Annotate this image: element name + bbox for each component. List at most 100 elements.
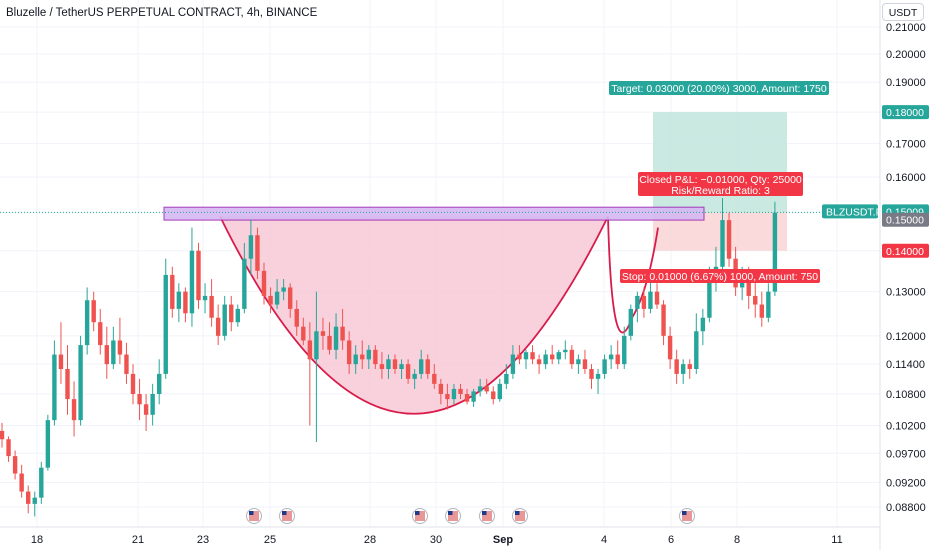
candle (530, 345, 535, 365)
candle-body (327, 335, 332, 350)
flag-stripe (415, 511, 425, 513)
candle-body (78, 345, 83, 421)
candle (314, 291, 319, 442)
candle (360, 340, 365, 370)
candle-body (12, 456, 18, 474)
candle-body (523, 352, 529, 360)
candle (608, 345, 614, 370)
candle-body (458, 388, 463, 394)
profit-zone (653, 112, 787, 213)
candles (0, 198, 778, 517)
candle (766, 283, 771, 323)
candle (366, 345, 371, 370)
candle-body (65, 369, 70, 400)
chart-grid (0, 0, 880, 527)
candle (65, 345, 70, 415)
price-tick-label: 0.10200 (886, 421, 926, 433)
candle-body (445, 393, 450, 400)
time-tick-label: 11 (831, 534, 842, 546)
candle (261, 262, 267, 305)
candle (523, 349, 529, 370)
candle-body (26, 491, 31, 504)
price-axis: 0.21000 0.20000 0.19000 0.18000 0.17000 0.160… (822, 0, 929, 550)
candle (333, 313, 339, 360)
candle (471, 388, 476, 407)
stop-label-text: Stop: 0.01000 (6.67%) 1000, Amount: 750 (622, 271, 818, 283)
flag-stripe (415, 519, 425, 521)
us-flag-event-icon[interactable] (412, 508, 428, 524)
flag-canton (682, 511, 687, 515)
flag-stripe (682, 519, 692, 521)
candle (458, 383, 463, 400)
candle (694, 313, 699, 374)
entry-price-tag-bg (882, 212, 929, 227)
candle-body (517, 354, 522, 360)
time-tick-label: 18 (31, 534, 43, 546)
price-tick-label: 0.20000 (886, 49, 926, 61)
candle-body (150, 393, 155, 415)
candle (379, 352, 385, 379)
candle (628, 304, 633, 341)
candle (687, 359, 692, 379)
candle (98, 308, 103, 355)
candle (392, 354, 398, 374)
candle (157, 359, 162, 405)
candle-body (661, 304, 666, 336)
candle (582, 349, 588, 374)
candle (294, 300, 299, 336)
candle (78, 335, 83, 426)
candle (667, 326, 673, 370)
flag-stripe (482, 511, 492, 513)
currency-button[interactable]: USDT (882, 3, 924, 21)
symbol-tag-bg (822, 204, 878, 219)
time-tick-label: 4 (601, 534, 607, 546)
candle (150, 383, 155, 426)
candle (71, 381, 77, 437)
candle (615, 340, 620, 370)
candle-body (576, 359, 581, 365)
us-flag-event-icon[interactable] (279, 508, 295, 524)
candle-body (183, 291, 188, 314)
candle-body (268, 295, 273, 305)
candle-body (550, 354, 555, 360)
us-flag-event-icon[interactable] (445, 508, 461, 524)
candle (491, 386, 496, 405)
us-flag-event-icon[interactable] (479, 508, 495, 524)
candle (569, 345, 575, 370)
candle (235, 304, 240, 327)
candle (419, 349, 424, 379)
us-flag-event-icon[interactable] (512, 508, 528, 524)
candle (143, 393, 149, 431)
candle-body (615, 354, 620, 365)
time-tick-label: 6 (668, 534, 674, 546)
candle (281, 279, 286, 301)
candle-body (215, 317, 221, 336)
flag-stripe (249, 515, 259, 517)
us-flag-event-icon[interactable] (679, 508, 695, 524)
us-flag-event-icon[interactable] (246, 508, 262, 524)
candle-body (91, 300, 96, 323)
flag-stripe (448, 519, 458, 521)
symbol-tag-text: BLZUSDT.P (826, 206, 883, 218)
candle-body (117, 340, 123, 355)
stop-label: Stop: 0.01000 (6.67%) 1000, Amount: 750 (620, 269, 820, 283)
flag-stripe (448, 511, 458, 513)
candle (563, 340, 568, 360)
candle (386, 354, 391, 379)
flag-stripe (515, 517, 525, 519)
candle (635, 291, 640, 323)
candle-body (333, 326, 339, 350)
candle (510, 345, 516, 379)
economic-events (246, 508, 695, 524)
candle (183, 287, 188, 323)
candle-body (170, 274, 175, 309)
candle (432, 364, 437, 389)
candle-body (635, 295, 640, 309)
target-label-text: Target: 0.03000 (20.00%) 3000, Amount: 1… (611, 83, 827, 95)
candle-body (209, 295, 214, 318)
candle-body (720, 220, 725, 267)
candle-body (6, 439, 11, 457)
candle (130, 364, 136, 405)
candle-body (491, 391, 496, 400)
